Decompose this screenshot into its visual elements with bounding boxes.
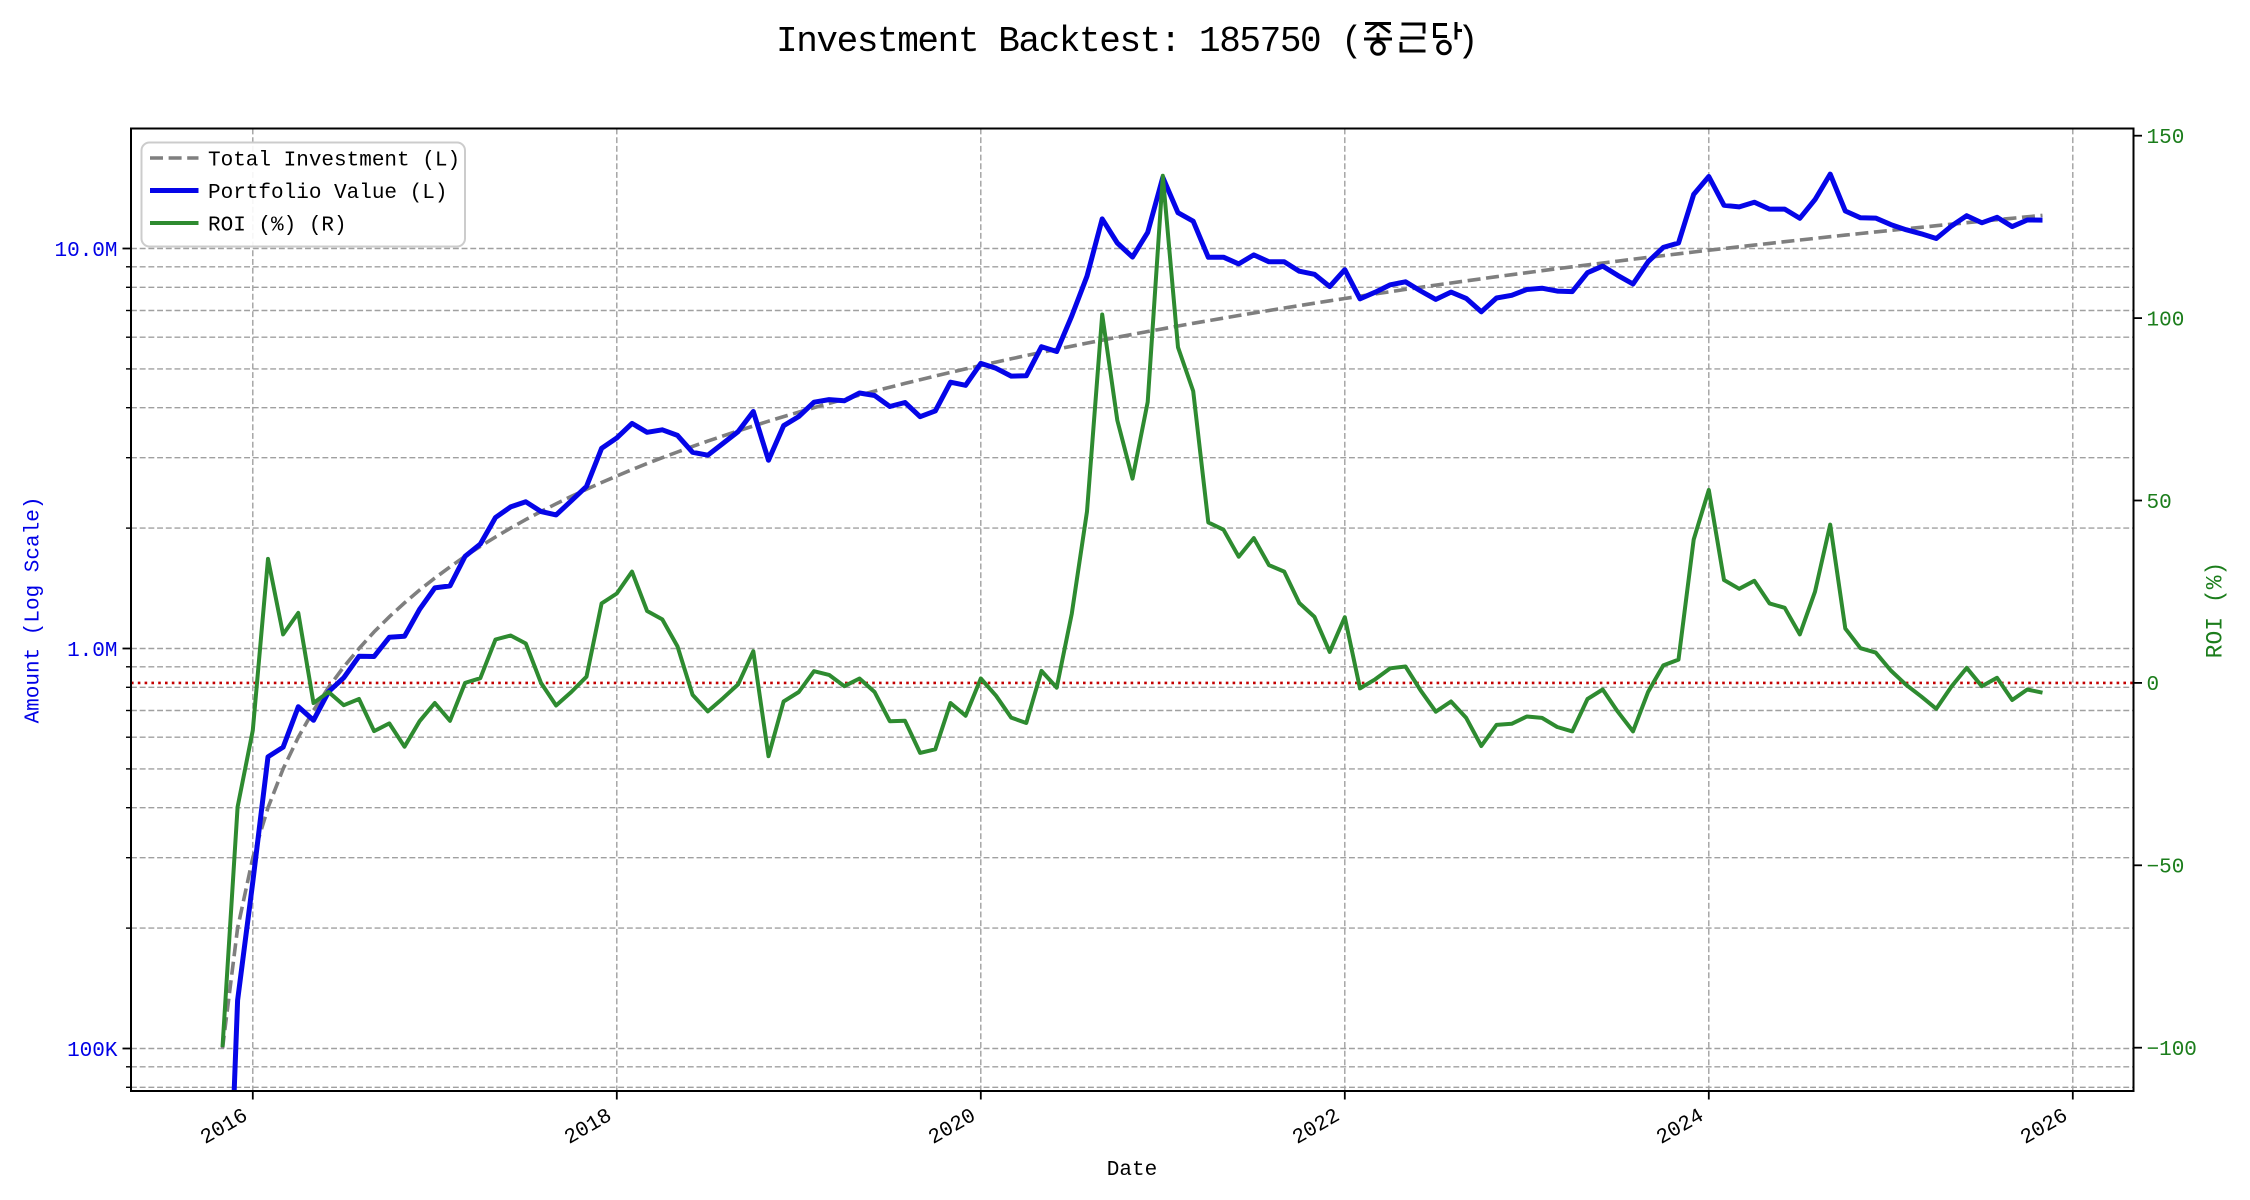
svg-text:Portfolio Value (L): Portfolio Value (L) [208,182,447,205]
svg-text:Investment Backtest:: Investment Backtest: [776,21,1180,62]
svg-text:1.0M: 1.0M [67,640,117,663]
svg-text:(: ( [1341,21,1363,62]
svg-text:0: 0 [2147,674,2160,697]
svg-text:10.0M: 10.0M [54,240,117,263]
svg-text:−100: −100 [2147,1039,2197,1062]
svg-text:): ) [1457,21,1479,62]
svg-text:50: 50 [2147,492,2172,515]
svg-text:100: 100 [2147,309,2185,332]
svg-text:ROI (%): ROI (%) [2203,562,2229,659]
svg-text:ROI (%) (R): ROI (%) (R) [208,214,347,237]
svg-text:150: 150 [2147,127,2185,150]
svg-text:−50: −50 [2147,857,2185,880]
svg-text:100K: 100K [67,1040,118,1063]
svg-text:Amount (Log Scale): Amount (Log Scale) [23,497,46,724]
svg-text:185750: 185750 [1199,21,1320,62]
svg-text:Total Investment (L): Total Investment (L) [208,149,460,172]
svg-text:Date: Date [1107,1159,1157,1182]
